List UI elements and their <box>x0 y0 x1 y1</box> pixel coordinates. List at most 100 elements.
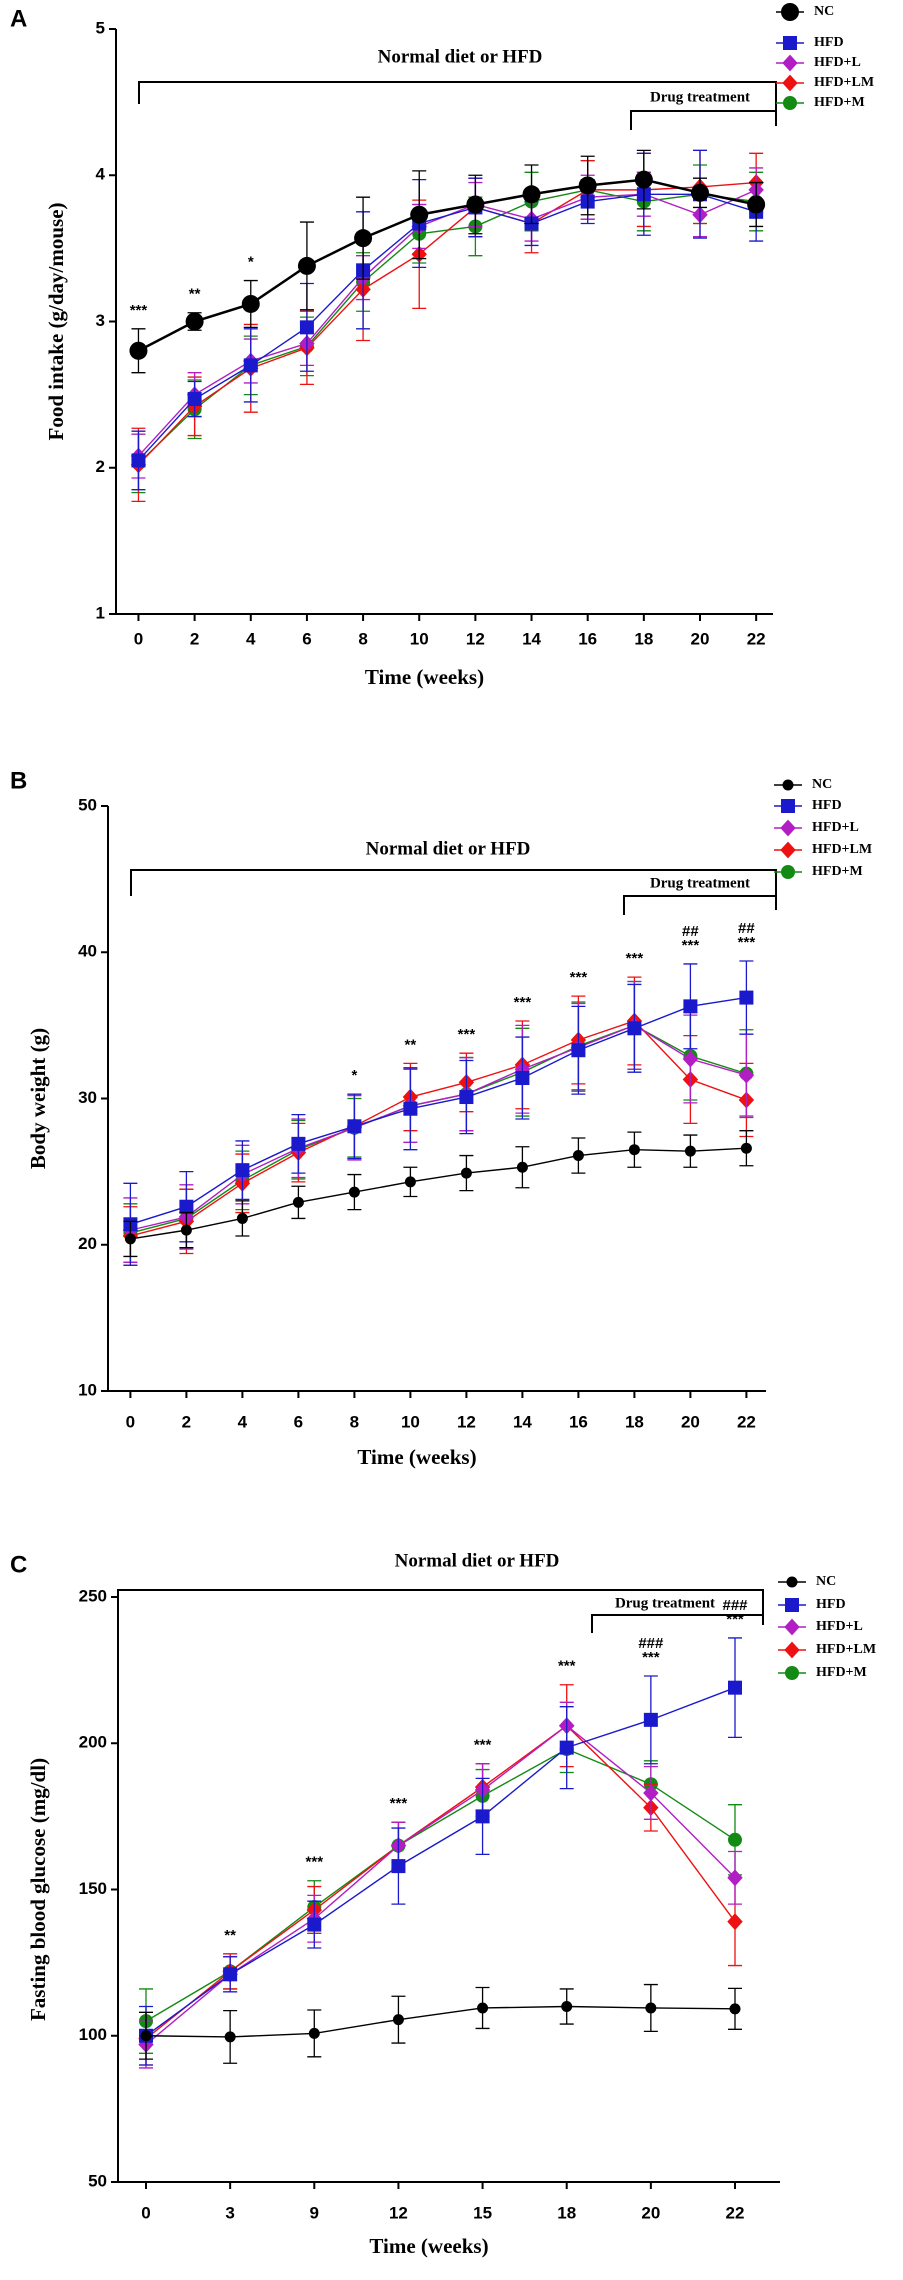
significance-label: ** <box>224 1927 236 1944</box>
period-bracket <box>591 1614 763 1633</box>
legend-marker <box>786 1576 798 1588</box>
legend-label: HFD+L <box>814 55 861 70</box>
legend-label: HFD+M <box>812 864 863 879</box>
legend-marker <box>781 865 795 879</box>
legend-label: HFD <box>814 35 844 50</box>
x-tick-label: 15 <box>473 2203 492 2222</box>
period-label: Drug treatment <box>650 875 750 891</box>
significance-label: *** <box>474 1737 492 1754</box>
period-label: Normal diet or HFD <box>395 1550 560 1571</box>
data-point <box>561 2001 573 2012</box>
data-point <box>348 1186 360 1198</box>
significance-label: *** <box>570 969 588 986</box>
data-point <box>627 1021 642 1036</box>
legend-marker <box>782 74 798 92</box>
significance-label: ### <box>722 1597 748 1614</box>
significance-label: ** <box>189 286 201 303</box>
data-point <box>235 1163 250 1178</box>
data-point <box>515 1071 530 1086</box>
legend-marker <box>783 96 797 110</box>
data-point <box>224 2031 236 2043</box>
series-line <box>137 178 757 352</box>
x-tick-label: 14 <box>513 1412 532 1431</box>
significance-label: ** <box>405 1036 417 1053</box>
x-tick-label: 16 <box>578 629 597 648</box>
series-line <box>145 1724 736 2046</box>
y-tick-label: 30 <box>78 1088 97 1107</box>
y-tick-label: 200 <box>79 1733 107 1752</box>
period-bracket <box>138 81 777 126</box>
x-tick-label: 18 <box>557 2203 576 2222</box>
period-bracket <box>117 1589 764 1625</box>
period-label: Normal diet or HFD <box>378 46 543 67</box>
series-line <box>130 1024 747 1234</box>
data-point <box>683 999 698 1014</box>
data-point <box>729 2003 741 2015</box>
x-tick-label: 20 <box>691 629 710 648</box>
y-tick-label: 250 <box>79 1586 107 1605</box>
significance-label: ## <box>738 920 755 937</box>
data-point <box>347 1119 362 1134</box>
data-point <box>572 1150 584 1162</box>
x-tick-label: 0 <box>141 2203 150 2222</box>
significance-label: * <box>248 254 254 271</box>
y-axis-label: Body weight (g) <box>26 1028 50 1169</box>
data-point <box>131 453 146 468</box>
significance-label: *** <box>642 1649 660 1666</box>
significance-label: *** <box>682 937 700 954</box>
x-tick-label: 12 <box>457 1412 476 1431</box>
data-point <box>124 1233 136 1245</box>
x-tick-label: 12 <box>389 2203 408 2222</box>
data-point <box>354 229 373 248</box>
x-axis-label: Time (weeks) <box>365 665 484 689</box>
data-point <box>140 2030 152 2042</box>
series-line <box>130 1020 747 1237</box>
data-point <box>223 1967 238 1982</box>
y-tick-label: 5 <box>96 18 105 37</box>
panel-label: A <box>10 5 27 32</box>
legend-label: HFD+M <box>814 95 865 110</box>
data-point <box>728 1680 742 1695</box>
y-tick-label: 3 <box>96 311 105 330</box>
significance-label: *** <box>626 950 644 967</box>
data-point <box>243 358 258 373</box>
x-tick-label: 22 <box>726 2203 745 2222</box>
x-tick-label: 10 <box>401 1412 420 1431</box>
data-point <box>187 392 202 407</box>
legend-label: HFD+LM <box>814 75 874 90</box>
data-point <box>643 1712 658 1727</box>
data-point <box>392 2014 404 2026</box>
legend-label: HFD <box>812 798 842 813</box>
legend-marker <box>782 54 798 72</box>
x-tick-label: 18 <box>625 1412 644 1431</box>
period-bracket <box>630 110 776 130</box>
x-tick-label: 4 <box>238 1412 248 1431</box>
data-point <box>180 1224 192 1236</box>
legend-label: HFD+L <box>812 820 859 835</box>
y-tick-label: 2 <box>96 457 105 476</box>
period-label: Drug treatment <box>615 1595 715 1611</box>
y-tick-label: 40 <box>78 942 97 961</box>
series-line <box>145 1687 736 2037</box>
x-tick-label: 22 <box>747 629 766 648</box>
data-point <box>571 1043 586 1058</box>
significance-label: *** <box>306 1854 324 1871</box>
data-point <box>645 2002 657 2014</box>
series-line <box>130 996 747 1225</box>
series-line <box>137 181 757 466</box>
y-tick-label: 50 <box>78 795 97 814</box>
significance-label: * <box>351 1067 357 1084</box>
x-axis-label: Time (weeks) <box>357 1445 476 1469</box>
significance-label: ## <box>682 923 699 940</box>
legend-label: NC <box>814 4 834 19</box>
data-point <box>727 1913 743 1931</box>
data-point <box>459 1090 474 1105</box>
x-tick-label: 14 <box>522 629 541 648</box>
data-point <box>475 1809 490 1824</box>
data-point <box>477 2002 489 2014</box>
data-point <box>684 1145 696 1157</box>
x-tick-label: 9 <box>310 2203 319 2222</box>
series-line <box>130 1147 747 1240</box>
x-tick-label: 12 <box>466 629 485 648</box>
significance-label: ### <box>638 1635 664 1652</box>
